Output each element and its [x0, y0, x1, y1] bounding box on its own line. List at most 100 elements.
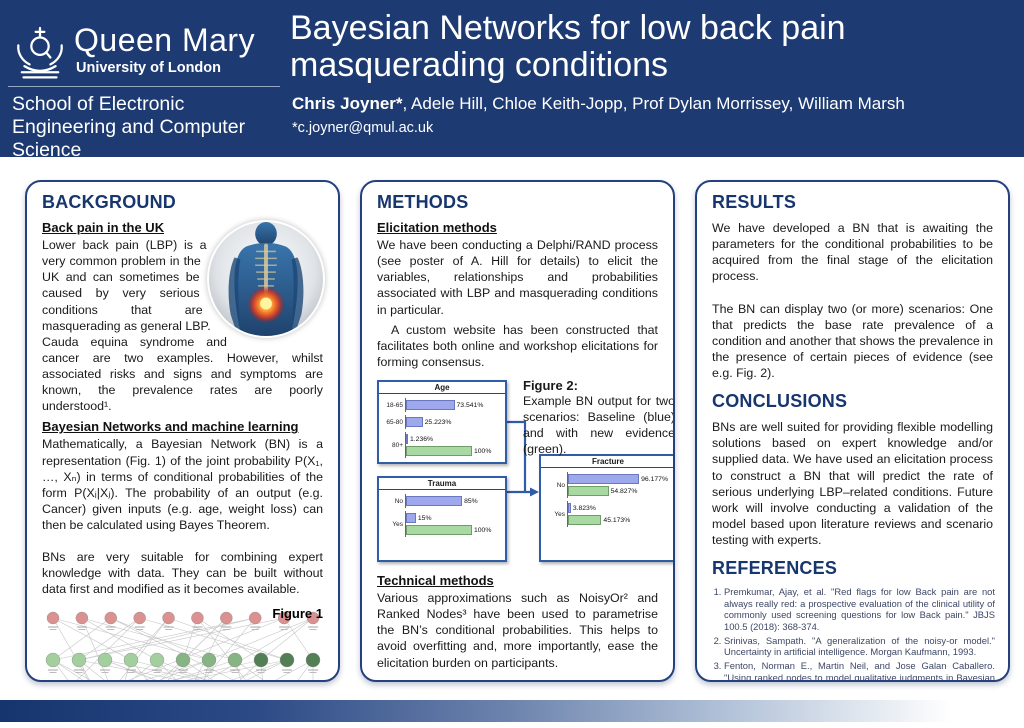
- poster-title: Bayesian Networks for low back pain masq…: [290, 9, 846, 84]
- results-para2: The BN can display two (or more) scenari…: [712, 301, 993, 381]
- bn-network-node: [305, 652, 320, 667]
- probability-value: 3.823%: [572, 504, 596, 512]
- coauthors: , Adele Hill, Chloe Keith-Jopp, Prof Dyl…: [402, 94, 905, 113]
- conclusions-heading: CONCLUSIONS: [712, 391, 848, 412]
- state-label: No: [556, 481, 565, 489]
- probability-bar: [406, 446, 472, 456]
- results-heading: RESULTS: [712, 192, 797, 212]
- probability-value: 1.236%: [410, 435, 434, 443]
- bn-network-node: [149, 652, 164, 667]
- technical-para1: Various approximations such as NoisyOr² …: [377, 591, 658, 670]
- age-node: Age 18-65 73.541% 65-80 25.223% 80+ 1.236% 100…: [377, 380, 507, 464]
- probability-value: 100%: [474, 447, 492, 455]
- bn-network-node: [190, 611, 204, 624]
- references-list: Premkumar, Ajay, et al. "Red flags for l…: [710, 586, 995, 680]
- state-label: 65-80: [386, 418, 403, 426]
- bn-network-node: [248, 611, 261, 624]
- bn-network-node: [75, 611, 88, 624]
- probability-value: 100%: [474, 526, 492, 534]
- probability-bar: [406, 417, 423, 427]
- figure1-network: [45, 611, 320, 680]
- crown-icon: [17, 26, 63, 79]
- probability-bar: [406, 525, 472, 535]
- figure2-caption: Figure 2: Example BN output for two scen…: [523, 378, 675, 458]
- bn-network-node: [71, 652, 86, 667]
- bn-network-node: [306, 611, 319, 624]
- probability-bar: [568, 474, 640, 484]
- bn-network-node: [46, 611, 59, 624]
- elicitation-subheading: Elicitation methods: [377, 220, 497, 235]
- reference-item: Srinivas, Sampath. "A generalization of …: [724, 635, 995, 658]
- probability-bar: [406, 513, 416, 523]
- figure1-label: Figure 1: [272, 605, 323, 621]
- elicitation-para1: We have been conducting a Delphi/RAND pr…: [377, 238, 658, 317]
- fracture-node-title: Fracture: [541, 456, 673, 468]
- state-label: Yes: [554, 510, 565, 518]
- back-pain-text: Lower back pain (LBP) is a very common p…: [42, 238, 323, 414]
- bn-network-node: [175, 652, 190, 667]
- age-node-bars: 18-65 73.541% 65-80 25.223% 80+ 1.236% 100%: [379, 394, 505, 463]
- bn-network-node: [227, 652, 242, 667]
- figure1: Figure 1: [40, 605, 325, 680]
- header-banner: Queen Mary University of London School o…: [0, 0, 1024, 161]
- references-heading: REFERENCES: [712, 558, 838, 579]
- reference-item: Fenton, Norman E., Martin Neil, and Jose…: [724, 660, 995, 680]
- technical-subheading: Technical methods: [377, 573, 494, 588]
- probability-bar: [406, 400, 455, 410]
- conclusions-text: BNs are well suited for providing flexib…: [712, 420, 993, 547]
- probability-value: 85%: [464, 497, 478, 505]
- state-label: 80+: [391, 441, 403, 449]
- results-card: RESULTS We have developed a BN that is a…: [695, 180, 1010, 682]
- authors-line: Chris Joyner*, Adele Hill, Chloe Keith-J…: [292, 94, 1012, 114]
- bn-network-node: [279, 652, 294, 667]
- school-name: School of Electronic Engineering and Com…: [12, 93, 246, 161]
- probability-value: 73.541%: [456, 401, 484, 409]
- bn-network-node: [45, 652, 60, 667]
- bn-ml-para1: Mathematically, a Bayesian Network (BN) …: [42, 437, 323, 532]
- fracture-node: Fracture No 96.177% 54.827% Yes 3.823% 45.173…: [539, 454, 673, 562]
- footer-gradient-bar: [0, 700, 1024, 722]
- probability-bar: [406, 434, 408, 444]
- logo-text: Queen Mary University of London: [74, 24, 255, 76]
- results-para1: We have developed a BN that is awaiting …: [712, 221, 993, 284]
- probability-value: 45.173%: [603, 516, 631, 524]
- probability-bar: [568, 515, 602, 525]
- probability-row: No 96.177% 54.827%: [541, 472, 673, 498]
- bn-network-node: [97, 652, 112, 667]
- trauma-node-bars: No 85% Yes 15% 100%: [379, 490, 505, 542]
- lead-author: Chris Joyner*: [292, 94, 403, 113]
- probability-value: 15%: [417, 514, 432, 522]
- logo-divider: [8, 86, 280, 87]
- fracture-node-bars: No 96.177% 54.827% Yes 3.823% 45.173%: [541, 468, 673, 532]
- figure2: Age 18-65 73.541% 65-80 25.223% 80+ 1.236% 100…: [375, 376, 673, 568]
- bn-network-node: [253, 652, 268, 667]
- probability-row: 80+ 1.236% 100%: [379, 432, 503, 458]
- probability-row: Yes 15% 100%: [379, 511, 503, 537]
- probability-row: No 85%: [379, 494, 503, 508]
- reference-item: Premkumar, Ajay, et al. "Red flags for l…: [724, 586, 995, 633]
- bn-network-node: [161, 611, 175, 624]
- probability-bar: [406, 496, 463, 506]
- bn-network-node: [132, 611, 146, 624]
- bn-ml-para2: BNs are very suitable for combining expe…: [42, 550, 323, 597]
- state-label: Yes: [392, 520, 403, 528]
- methods-card: METHODS Elicitation methods We have been…: [360, 180, 675, 682]
- background-heading: BACKGROUND: [42, 192, 176, 212]
- bn-network-node: [123, 652, 138, 667]
- probability-value: 54.827%: [610, 487, 638, 495]
- background-card: BACKGROUND: [25, 180, 340, 682]
- bn-ml-subheading: Bayesian Networks and machine learning: [42, 419, 299, 435]
- trauma-node: Trauma No 85% Yes 15% 100%: [377, 476, 507, 562]
- qmul-logo: Queen Mary University of London: [14, 24, 255, 82]
- figure2-caption-text: Example BN output for two scenarios: Bas…: [523, 394, 675, 456]
- contact-email: *c.joyner@qmul.ac.uk: [292, 120, 434, 136]
- back-pain-subheading: Back pain in the UK: [42, 220, 165, 235]
- methods-heading: METHODS: [377, 192, 469, 212]
- bn-network-node: [201, 652, 216, 667]
- logo-name: Queen Mary: [74, 22, 256, 58]
- probability-value: 25.223%: [424, 418, 452, 426]
- back-pain-image: [207, 220, 325, 338]
- probability-row: 18-65 73.541%: [379, 398, 503, 412]
- trauma-node-title: Trauma: [379, 478, 505, 490]
